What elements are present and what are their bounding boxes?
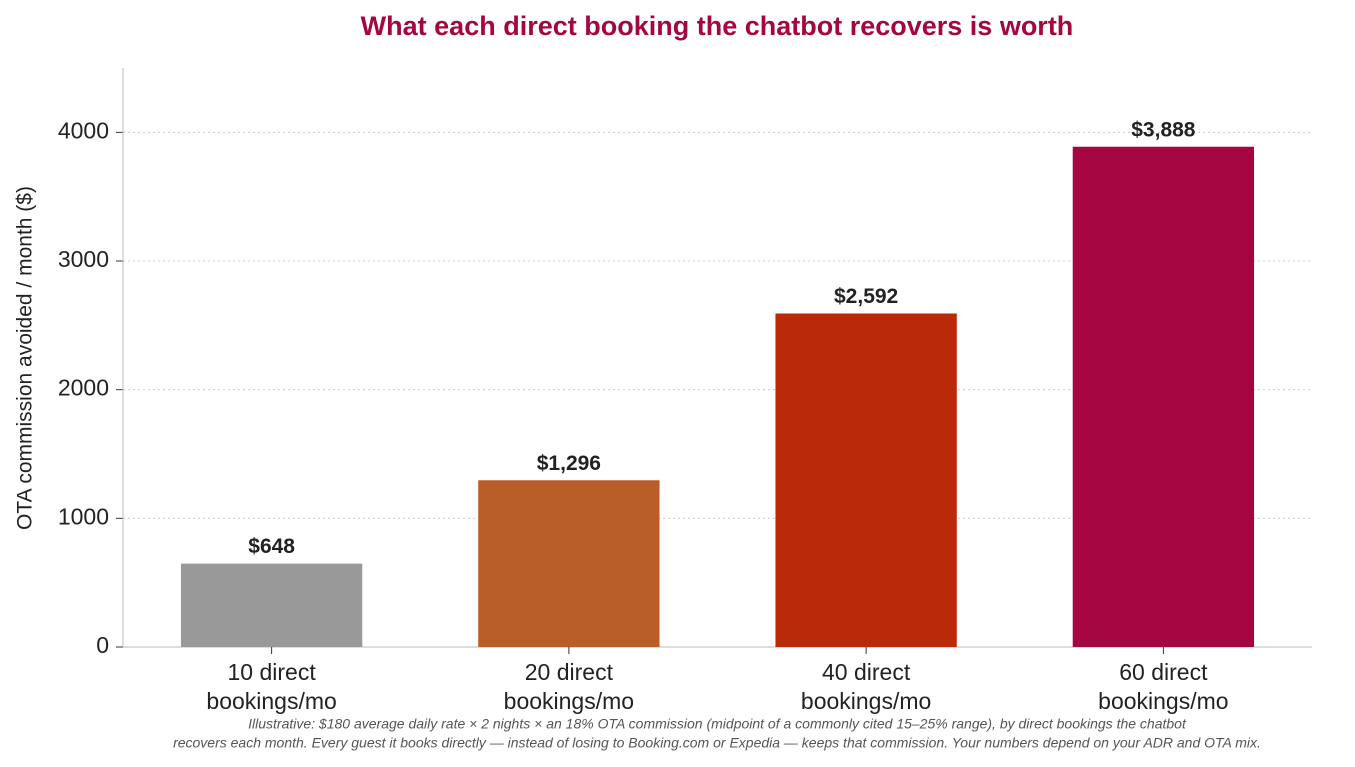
footnote: recovers each month. Every guest it book… bbox=[173, 735, 1261, 751]
y-axis-label: OTA commission avoided / month ($) bbox=[14, 186, 37, 530]
bar bbox=[775, 313, 957, 647]
value-label: $3,888 bbox=[1131, 118, 1196, 141]
y-tick-label: 0 bbox=[96, 632, 109, 658]
value-label: $2,592 bbox=[834, 285, 898, 308]
bar bbox=[478, 480, 660, 647]
x-tick-label: 10 direct bookings/mo bbox=[206, 659, 336, 714]
bar bbox=[180, 563, 363, 647]
x-tick-label: 20 direct bookings/mo bbox=[504, 659, 634, 714]
y-tick-label: 2000 bbox=[58, 375, 109, 401]
value-label: $1,296 bbox=[537, 452, 601, 475]
y-tick-label: 4000 bbox=[58, 117, 109, 143]
y-tick-label: 3000 bbox=[58, 246, 109, 272]
chart-title: What each direct booking the chatbot rec… bbox=[361, 11, 1074, 41]
y-tick-label: 1000 bbox=[58, 503, 109, 529]
x-tick-label: 60 direct bookings/mo bbox=[1098, 659, 1228, 714]
value-label: $648 bbox=[248, 535, 295, 558]
footnote: Illustrative: $180 average daily rate × … bbox=[248, 716, 1187, 732]
bar bbox=[1072, 146, 1255, 647]
x-tick-label: 40 direct bookings/mo bbox=[801, 659, 931, 714]
